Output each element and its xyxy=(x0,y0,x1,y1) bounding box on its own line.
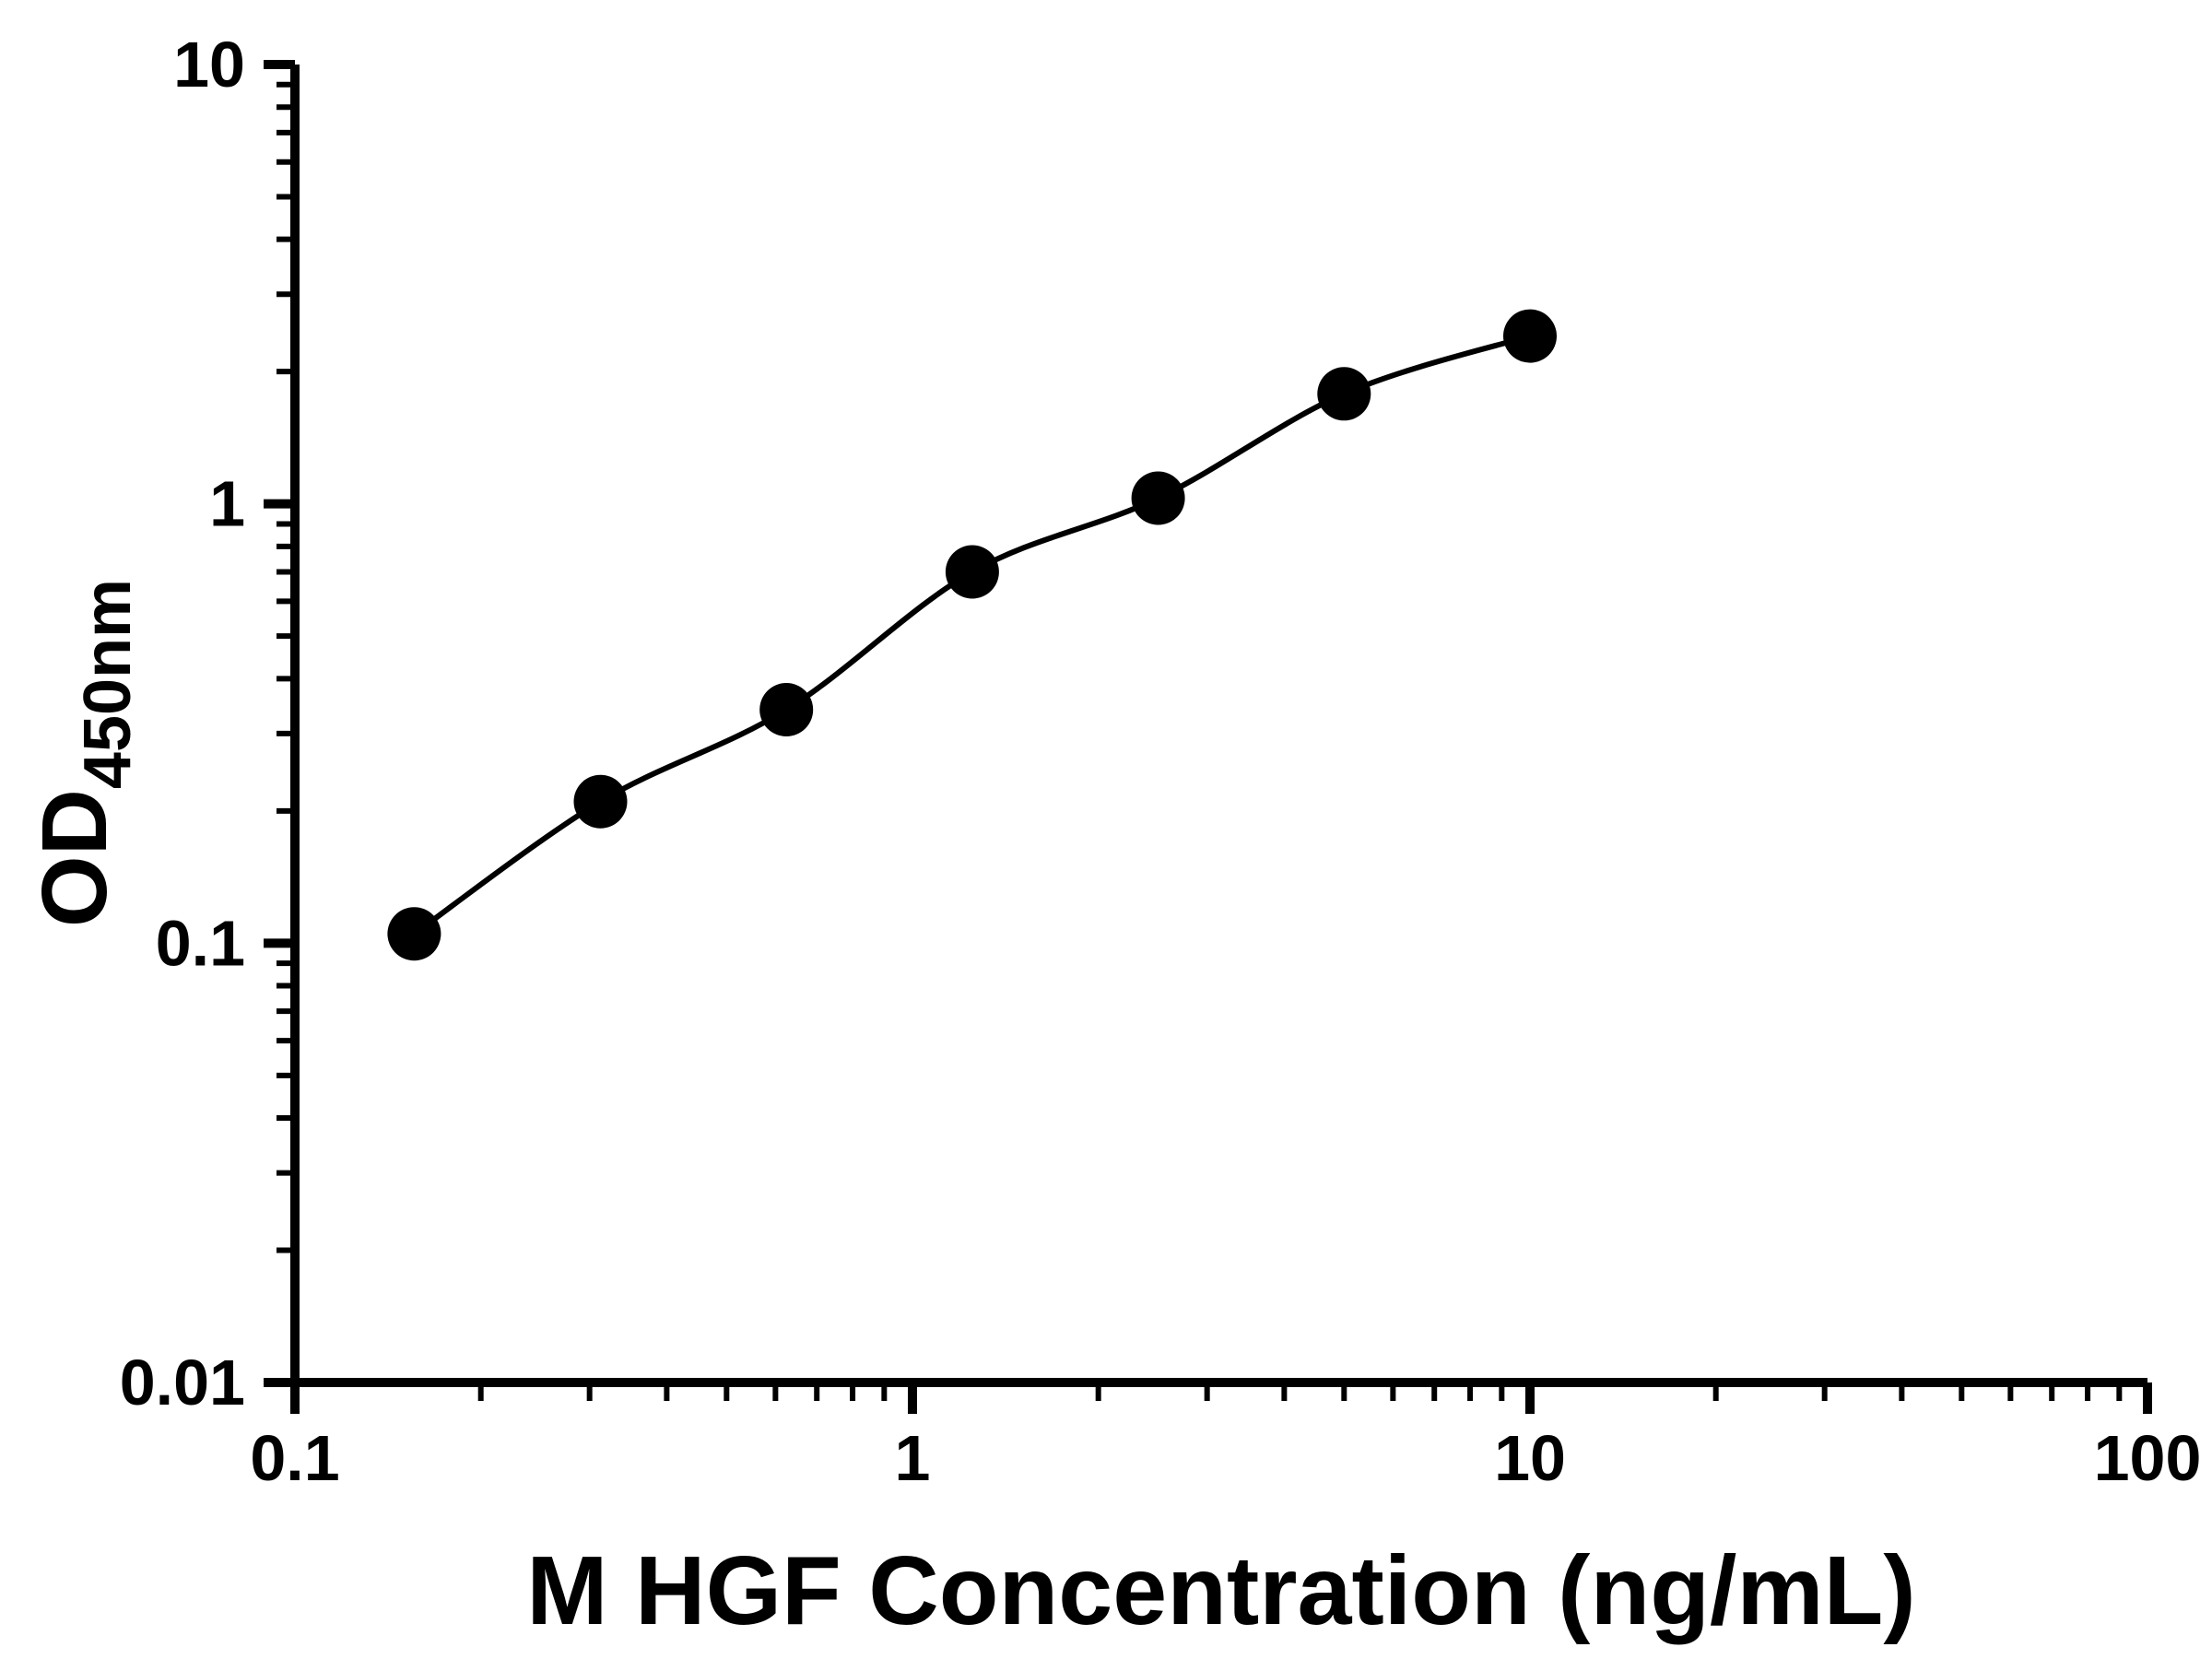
y-axis-title: OD450nm xyxy=(23,579,145,927)
x-tick-label: 1 xyxy=(895,1422,931,1494)
axes xyxy=(290,65,2147,1387)
series-curve xyxy=(412,333,1531,936)
x-tick-label: 10 xyxy=(1494,1422,1566,1494)
x-tick-label: 100 xyxy=(2094,1422,2202,1494)
axis-spines xyxy=(290,65,2147,1387)
data-point-marker xyxy=(1317,367,1371,421)
x-axis-title: M HGF Concentration (ng/mL) xyxy=(526,1536,1915,1645)
y-axis-title-subscript: 450nm xyxy=(71,579,145,789)
data-point-marker xyxy=(387,907,441,961)
data-point-marker xyxy=(1131,471,1185,525)
data-point-marker xyxy=(945,545,999,599)
y-axis-title-main: OD xyxy=(23,789,126,927)
x-tick-label: 0.1 xyxy=(250,1422,339,1494)
y-tick-label: 0.1 xyxy=(156,907,245,979)
data-point-marker xyxy=(573,774,628,829)
data-series xyxy=(387,309,1557,961)
axis-ticks xyxy=(264,60,2152,1414)
data-point-marker xyxy=(1503,309,1557,363)
y-tick-label: 10 xyxy=(173,29,245,100)
y-tick-label: 1 xyxy=(209,468,245,540)
data-point-marker xyxy=(759,683,814,736)
y-tick-label: 0.01 xyxy=(120,1347,245,1418)
